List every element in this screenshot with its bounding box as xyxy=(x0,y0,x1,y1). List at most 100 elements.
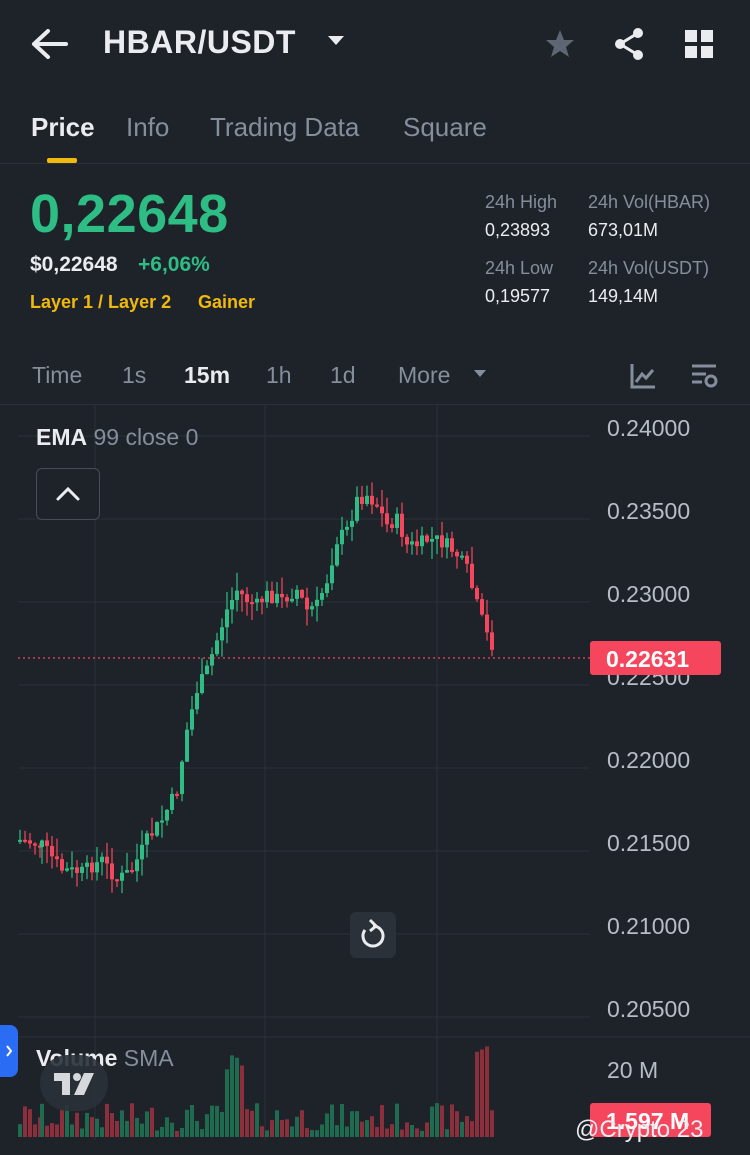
collapse-indicators-button[interactable] xyxy=(36,468,100,520)
timeframe-time[interactable]: Time xyxy=(32,362,83,388)
volume-bar xyxy=(280,1119,284,1137)
volume-bar xyxy=(310,1130,314,1137)
tab-info[interactable]: Info xyxy=(126,112,170,142)
candle-body xyxy=(150,833,154,836)
watermark-text: @Crypto 23 xyxy=(575,1116,704,1143)
timeframe-1d[interactable]: 1d xyxy=(330,362,356,388)
price-change-percent: +6,06% xyxy=(138,253,210,276)
volume-bar xyxy=(155,1130,159,1137)
candle-body xyxy=(250,602,254,605)
volume-bar xyxy=(325,1113,329,1137)
ema-indicator-label: EMA 99 close 0 xyxy=(36,424,199,450)
volume-bar xyxy=(55,1124,59,1137)
volume-bar xyxy=(475,1051,479,1137)
timeframe-more[interactable]: More xyxy=(398,362,451,388)
volume-bar xyxy=(410,1124,414,1137)
candle-body xyxy=(460,555,464,558)
volume-bar xyxy=(480,1049,484,1137)
tab-square[interactable]: Square xyxy=(403,112,487,142)
candle-body xyxy=(475,587,479,600)
timeframe-1s[interactable]: 1s xyxy=(122,362,147,388)
current-price-value: 0.22631 xyxy=(606,646,689,672)
volume-bar xyxy=(250,1110,254,1137)
reset-chart-button[interactable] xyxy=(350,912,396,958)
volume-bar xyxy=(23,1106,27,1137)
volume-bar xyxy=(140,1123,144,1137)
candle-body xyxy=(435,535,439,540)
pair-title[interactable]: HBAR/USDT xyxy=(103,24,296,60)
volume-bar xyxy=(95,1118,99,1137)
candle-body xyxy=(335,544,339,566)
candle-body xyxy=(385,513,389,525)
vol-base-value: 673,01M xyxy=(588,220,659,240)
candle-body xyxy=(125,870,129,873)
candle-body xyxy=(240,590,244,595)
volume-bar xyxy=(380,1105,384,1137)
candle-body xyxy=(70,867,74,870)
top-bar: HBAR/USDT xyxy=(0,0,750,90)
tradingview-logo-icon xyxy=(54,1073,94,1095)
candle-body xyxy=(365,495,369,504)
candle-body xyxy=(205,665,209,675)
volume-bar xyxy=(105,1103,109,1137)
volume-bar xyxy=(50,1123,54,1137)
chart-settings-icon[interactable] xyxy=(690,362,718,390)
candle-body xyxy=(195,693,199,710)
candle-body xyxy=(285,597,289,602)
volume-bar xyxy=(45,1125,49,1137)
volume-bar xyxy=(245,1109,249,1137)
candle-body xyxy=(310,606,314,610)
candle-body xyxy=(210,654,214,666)
tab-trading-data[interactable]: Trading Data xyxy=(210,112,360,142)
category-tag[interactable]: Layer 1 / Layer 2 xyxy=(30,292,172,312)
share-icon[interactable] xyxy=(612,26,646,62)
candle-body xyxy=(305,597,309,610)
volume-bar xyxy=(80,1128,84,1137)
candle-body xyxy=(480,599,484,615)
volume-bar xyxy=(85,1112,89,1137)
candle-body xyxy=(345,526,349,530)
candle-body xyxy=(395,513,399,528)
side-panel-toggle[interactable] xyxy=(0,1025,18,1077)
volume-bar xyxy=(70,1124,74,1137)
volume-bar xyxy=(415,1128,419,1137)
volume-bar xyxy=(355,1111,359,1137)
tab-price[interactable]: Price xyxy=(31,112,95,142)
candle-body xyxy=(60,859,64,871)
timeframe-1h[interactable]: 1h xyxy=(266,362,292,388)
volume-bar xyxy=(345,1126,349,1137)
volume-bar xyxy=(425,1122,429,1137)
grid-menu-icon[interactable] xyxy=(685,30,713,58)
candle-body xyxy=(270,590,274,604)
volume-bar xyxy=(120,1110,124,1137)
indicator-icon[interactable] xyxy=(629,362,657,390)
gainer-tag[interactable]: Gainer xyxy=(198,292,256,312)
volume-bar xyxy=(465,1116,469,1137)
volume-bar xyxy=(300,1110,304,1137)
pair-dropdown-icon[interactable] xyxy=(328,36,344,45)
current-price-badge xyxy=(590,641,721,675)
more-dropdown-icon[interactable] xyxy=(474,370,486,377)
tradingview-logo xyxy=(40,1055,108,1111)
volume-bar xyxy=(125,1120,129,1137)
candle-body xyxy=(80,866,84,873)
volume-bar xyxy=(115,1120,119,1137)
candlestick-chart[interactable]: 0.240000.235000.230000.225000.220000.215… xyxy=(0,405,750,1155)
volume-bar xyxy=(295,1116,299,1137)
candle-body xyxy=(90,862,94,873)
timeframe-15m[interactable]: 15m xyxy=(184,362,231,388)
favorite-star-icon[interactable] xyxy=(543,27,577,61)
back-arrow-icon[interactable] xyxy=(30,26,70,62)
candle-body xyxy=(130,870,134,873)
volume-bar xyxy=(320,1124,324,1137)
candle-body xyxy=(85,862,89,867)
candle-body xyxy=(120,872,124,881)
volume-bar xyxy=(340,1103,344,1137)
candle-body xyxy=(180,761,184,795)
high-value: 0,23893 xyxy=(485,220,551,240)
volume-bar xyxy=(265,1130,269,1137)
volume-bar xyxy=(360,1121,364,1137)
volume-bar xyxy=(435,1103,439,1137)
price-axis-label: 0.20500 xyxy=(607,996,690,1022)
vol-base-label: 24h Vol(HBAR) xyxy=(588,192,711,212)
